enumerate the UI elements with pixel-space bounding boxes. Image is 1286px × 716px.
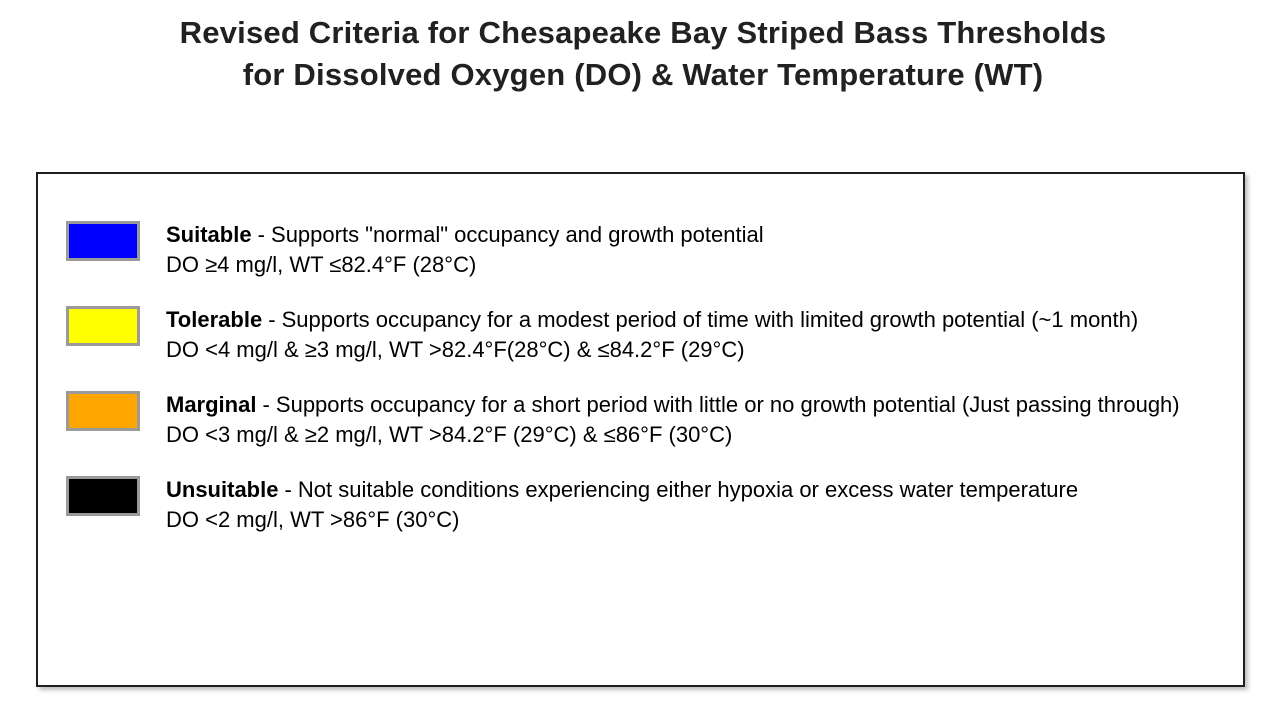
entry-criteria: DO <3 mg/l & ≥2 mg/l, WT >84.2°F (29°C) … bbox=[166, 422, 733, 447]
color-swatch-marginal bbox=[66, 391, 140, 431]
color-swatch-unsuitable bbox=[66, 476, 140, 516]
entry-criteria: DO ≥4 mg/l, WT ≤82.4°F (28°C) bbox=[166, 252, 477, 277]
entry-label: Suitable bbox=[166, 222, 252, 247]
legend-box: Suitable - Supports "normal" occupancy an… bbox=[36, 172, 1245, 687]
legend-entry-unsuitable: Unsuitable - Not suitable conditions expe… bbox=[66, 475, 1223, 535]
page: Revised Criteria for Chesapeake Bay Stri… bbox=[0, 12, 1286, 716]
entry-label: Marginal bbox=[166, 392, 257, 417]
entry-description: - Supports "normal" occupancy and growth… bbox=[257, 222, 764, 247]
legend-entry-text: Unsuitable - Not suitable conditions expe… bbox=[166, 475, 1223, 535]
legend-entry-tolerable: Tolerable - Supports occupancy for a mode… bbox=[66, 305, 1223, 365]
page-title-line-1: Revised Criteria for Chesapeake Bay Stri… bbox=[179, 15, 1107, 50]
entry-description: - Supports occupancy for a short period … bbox=[262, 392, 1180, 417]
entry-criteria: DO <4 mg/l & ≥3 mg/l, WT >82.4°F(28°C) &… bbox=[166, 337, 745, 362]
legend-entry-marginal: Marginal - Supports occupancy for a short… bbox=[66, 390, 1223, 450]
legend-entry-text: Tolerable - Supports occupancy for a mode… bbox=[166, 305, 1223, 365]
color-swatch-tolerable bbox=[66, 306, 140, 346]
page-title: Revised Criteria for Chesapeake Bay Stri… bbox=[0, 12, 1286, 96]
legend-entry-text: Suitable - Supports "normal" occupancy an… bbox=[166, 220, 1223, 280]
entry-label: Tolerable bbox=[166, 307, 263, 332]
page-title-line-2: for Dissolved Oxygen (DO) & Water Temper… bbox=[242, 57, 1044, 92]
legend-entry-suitable: Suitable - Supports "normal" occupancy an… bbox=[66, 220, 1223, 280]
entry-description: - Supports occupancy for a modest period… bbox=[268, 307, 1139, 332]
entry-criteria: DO <2 mg/l, WT >86°F (30°C) bbox=[166, 507, 460, 532]
entry-description: - Not suitable conditions experiencing e… bbox=[284, 477, 1079, 502]
legend-entry-text: Marginal - Supports occupancy for a short… bbox=[166, 390, 1223, 450]
entry-label: Unsuitable bbox=[166, 477, 279, 502]
color-swatch-suitable bbox=[66, 221, 140, 261]
